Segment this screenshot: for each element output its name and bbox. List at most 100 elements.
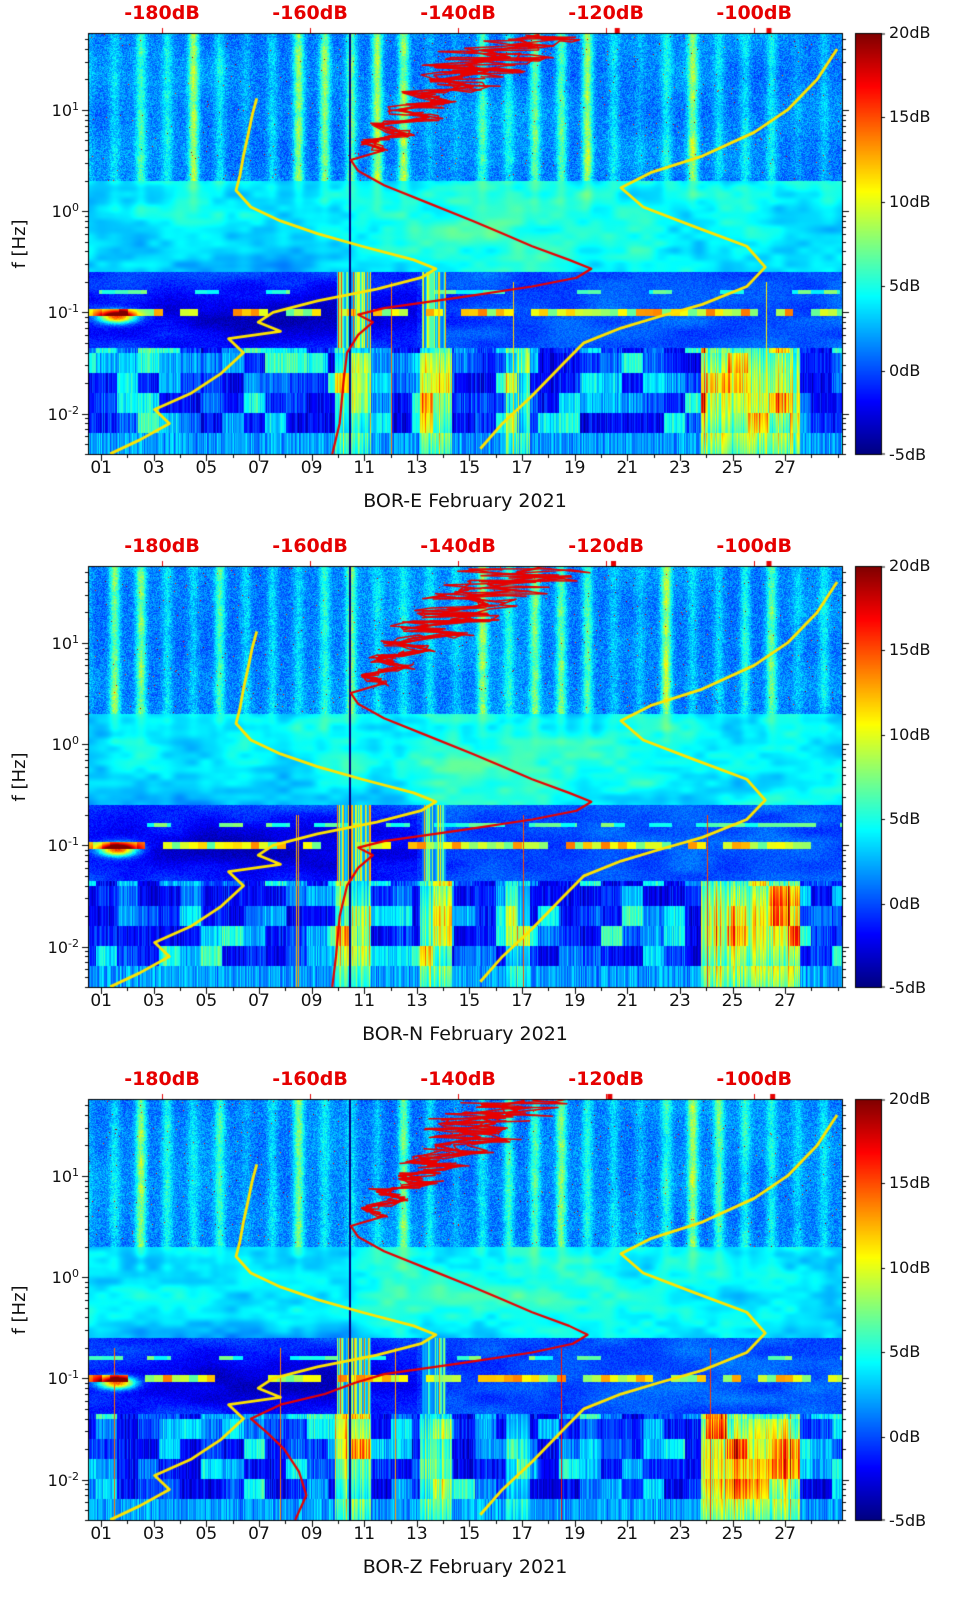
x-tick-label: 01 <box>90 1524 112 1544</box>
colorbar-tick-label: -5dB <box>889 978 927 997</box>
x-tick-label: 15 <box>458 458 481 478</box>
x-tick-label: 09 <box>300 991 323 1011</box>
spectrogram-canvas <box>0 0 962 533</box>
x-tick-label: 19 <box>563 1524 586 1544</box>
top-axis-tick-label: -180dB <box>124 535 200 557</box>
x-tick-label: 25 <box>721 1524 744 1544</box>
y-tick-label: 100 <box>51 1266 79 1288</box>
top-axis-tick-label: -140dB <box>420 2 496 24</box>
y-tick-label: 10-2 <box>47 936 79 957</box>
top-axis-tick-label: -160dB <box>272 535 348 557</box>
x-tick-label: 13 <box>406 991 428 1011</box>
y-axis-label: f [Hz] <box>9 219 30 269</box>
y-axis-label: f [Hz] <box>9 752 30 802</box>
x-tick-label: 11 <box>353 991 376 1011</box>
top-axis-tick-label: -100dB <box>716 535 792 557</box>
x-tick-label: 07 <box>248 458 270 478</box>
x-tick-label: 27 <box>774 458 796 478</box>
x-tick-label: 15 <box>458 991 481 1011</box>
x-tick-label: 19 <box>563 991 586 1011</box>
top-axis-tick-label: -180dB <box>124 2 200 24</box>
x-tick-label: 11 <box>353 458 376 478</box>
y-axis-label: f [Hz] <box>9 1285 30 1335</box>
y-tick-label: 100 <box>51 733 79 755</box>
x-tick-label: 13 <box>406 1524 428 1544</box>
x-tick-label: 21 <box>616 991 639 1011</box>
x-tick-label: 01 <box>90 458 112 478</box>
colorbar-tick-label: 20dB <box>889 23 931 42</box>
top-axis-tick-label: -100dB <box>716 1068 792 1090</box>
y-tick-label: 100 <box>51 200 79 222</box>
x-tick-label: 21 <box>616 458 639 478</box>
colorbar-tick-label: 15dB <box>889 640 931 660</box>
x-tick-label: 05 <box>195 991 218 1011</box>
x-tick-label: 09 <box>300 1524 323 1544</box>
top-axis-tick-label: -120dB <box>568 1068 644 1090</box>
x-tick-label: 15 <box>458 1524 481 1544</box>
spectrogram-canvas <box>0 1066 962 1599</box>
top-axis-tick-label: -120dB <box>568 535 644 557</box>
spectrogram-panel-bor-z: f [Hz] BOR-Z February 2021 -180dB -160dB -… <box>0 1066 962 1599</box>
y-tick-label: 101 <box>51 1165 79 1187</box>
colorbar-tick-label: 10dB <box>889 724 931 744</box>
colorbar-tick-label: 20dB <box>889 1089 931 1108</box>
x-tick-label: 07 <box>248 1524 270 1544</box>
colorbar-tick-label: 10dB <box>889 191 931 211</box>
colorbar-tick-label: -5dB <box>889 1511 927 1530</box>
colorbar-tick-label: 5dB <box>889 276 921 296</box>
spectrogram-canvas <box>0 533 962 1066</box>
x-tick-label: 09 <box>300 458 323 478</box>
x-tick-label: 25 <box>721 458 744 478</box>
x-tick-label: 23 <box>669 458 691 478</box>
colorbar-tick-label: 5dB <box>889 809 921 829</box>
top-axis-tick-label: -140dB <box>420 535 496 557</box>
x-tick-label: 17 <box>511 1524 533 1544</box>
colorbar-tick-label: -5dB <box>889 445 927 464</box>
spectrogram-panel-bor-e: f [Hz] BOR-E February 2021 -180dB -160dB -… <box>0 0 962 533</box>
x-tick-label: 27 <box>774 1524 796 1544</box>
x-tick-label: 19 <box>563 458 586 478</box>
x-tick-label: 11 <box>353 1524 376 1544</box>
panel-title: BOR-Z February 2021 <box>362 1556 568 1578</box>
x-tick-label: 13 <box>406 458 428 478</box>
colorbar-tick-label: 0dB <box>889 893 921 913</box>
y-tick-label: 10-2 <box>47 1469 79 1490</box>
spectrogram-panel-bor-n: f [Hz] BOR-N February 2021 -180dB -160dB -… <box>0 533 962 1066</box>
x-tick-label: 03 <box>142 1524 165 1544</box>
x-tick-label: 07 <box>248 991 270 1011</box>
x-tick-label: 03 <box>142 991 165 1011</box>
top-axis-tick-label: -160dB <box>272 1068 348 1090</box>
y-tick-label: 10-2 <box>47 403 79 424</box>
x-tick-label: 17 <box>511 458 533 478</box>
colorbar-tick-label: 10dB <box>889 1257 931 1277</box>
x-tick-label: 25 <box>721 991 744 1011</box>
y-tick-label: 101 <box>51 632 79 654</box>
colorbar-tick-label: 5dB <box>889 1342 921 1362</box>
x-tick-label: 05 <box>195 458 218 478</box>
panel-title: BOR-N February 2021 <box>362 1023 568 1045</box>
x-tick-label: 23 <box>669 1524 691 1544</box>
x-tick-label: 23 <box>669 991 691 1011</box>
colorbar-tick-label: 0dB <box>889 360 921 380</box>
panel-title: BOR-E February 2021 <box>363 490 567 512</box>
x-tick-label: 03 <box>142 458 165 478</box>
colorbar-tick-label: 15dB <box>889 107 931 127</box>
x-tick-label: 21 <box>616 1524 639 1544</box>
top-axis-tick-label: -100dB <box>716 2 792 24</box>
colorbar-tick-label: 20dB <box>889 556 931 575</box>
top-axis-tick-label: -140dB <box>420 1068 496 1090</box>
colorbar-tick-label: 0dB <box>889 1426 921 1446</box>
x-tick-label: 05 <box>195 1524 218 1544</box>
colorbar-tick-label: 15dB <box>889 1173 931 1193</box>
y-tick-label: 10-1 <box>47 1368 79 1389</box>
x-tick-label: 27 <box>774 991 796 1011</box>
y-tick-label: 10-1 <box>47 302 79 323</box>
y-tick-label: 10-1 <box>47 835 79 856</box>
x-tick-label: 17 <box>511 991 533 1011</box>
x-tick-label: 01 <box>90 991 112 1011</box>
top-axis-tick-label: -180dB <box>124 1068 200 1090</box>
top-axis-tick-label: -160dB <box>272 2 348 24</box>
top-axis-tick-label: -120dB <box>568 2 644 24</box>
y-tick-label: 101 <box>51 99 79 121</box>
